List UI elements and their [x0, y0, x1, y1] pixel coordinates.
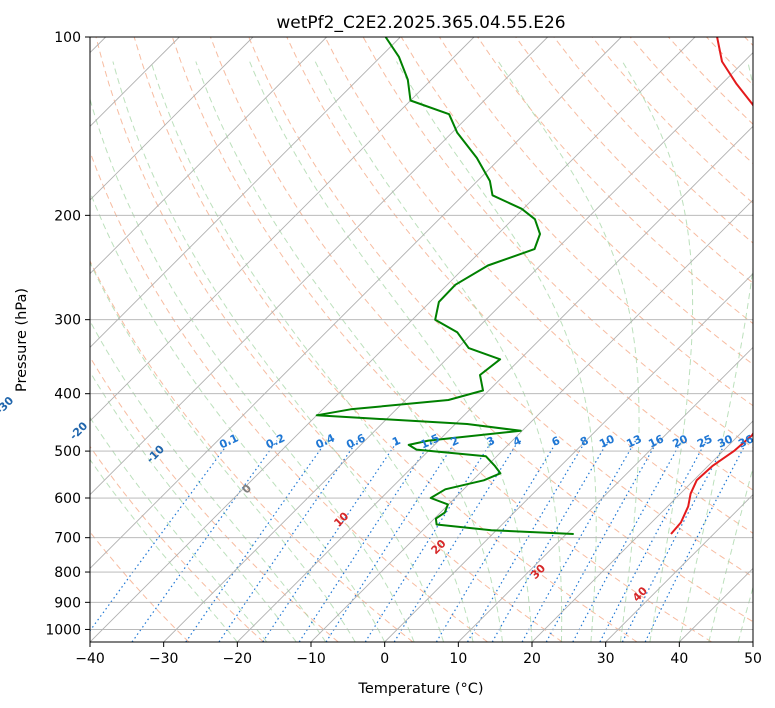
- y-tick-label: 800: [54, 565, 81, 581]
- x-tick-label: −40: [75, 651, 105, 667]
- plot-frame: [89, 36, 754, 643]
- mixing-ratio-label: 30: [716, 432, 736, 450]
- x-tick-label: 50: [744, 651, 762, 667]
- mixing-ratio-line: [621, 440, 728, 642]
- moist-adiabat-line: [497, 61, 640, 642]
- mixing-ratio-line: [599, 440, 707, 642]
- axis-layer: −40 −30 −20 −10 0 10 20 30 40 50 100 200 300 400 500 60…: [45, 30, 762, 667]
- y-axis-title: Pressure (hPa): [14, 288, 30, 392]
- dry-adiabat-line: [90, 445, 264, 642]
- moist-adiabat-line: [195, 61, 503, 642]
- x-axis-title: Temperature (°C): [357, 681, 483, 697]
- y-tick-label: 1000: [45, 622, 81, 638]
- moist-adiabat-line: [90, 370, 297, 642]
- moist-adiabat-line: [708, 465, 753, 642]
- isotherm-line: [237, 125, 753, 642]
- moist-adiabat-line: [90, 97, 415, 642]
- dry-adiabat-line: [286, 37, 753, 534]
- x-tick-label: 40: [670, 651, 688, 667]
- mixing-ratio-line: [491, 440, 609, 642]
- grid-layer: [90, 37, 753, 642]
- x-tick-label: −10: [296, 651, 326, 667]
- moist-adiabat-line: [90, 458, 238, 642]
- chart-title: wetPf2_C2E2.2025.365.04.55.E26: [276, 13, 565, 33]
- mixing-ratio-line: [393, 440, 520, 642]
- moist-adiabat-line: [90, 190, 386, 642]
- isotherm-line: [531, 420, 753, 642]
- isotherm-line: [90, 37, 401, 348]
- moist-adiabat-line: [112, 61, 445, 642]
- x-tick-label: 0: [380, 651, 389, 667]
- x-tick-label: −30: [149, 651, 179, 667]
- y-tick-label: 100: [54, 30, 81, 46]
- moist-adiabat-line: [678, 61, 753, 642]
- mixing-ratio-label: 20: [671, 432, 691, 450]
- moist-adiabat-line: [90, 416, 268, 642]
- mixing-ratio-line: [644, 440, 748, 642]
- x-tick-label: 30: [597, 651, 615, 667]
- x-tick-label: 10: [449, 651, 467, 667]
- dry-adiabat-line: [210, 37, 753, 623]
- temperature-line: [670, 37, 753, 535]
- y-tick-label: 500: [54, 444, 81, 460]
- isotherm-line: [90, 37, 622, 569]
- mixing-ratio-line: [298, 440, 432, 642]
- series-layer: [315, 37, 753, 535]
- isotherm-line: [458, 346, 753, 642]
- y-tick-label: 400: [54, 387, 81, 403]
- mixing-ratio-line: [545, 440, 659, 642]
- dry-adiabat-line: [171, 37, 712, 642]
- mixing-ratio-label: 36: [736, 432, 756, 450]
- isotherm-line: [90, 37, 548, 496]
- moist-adiabat-line: [150, 61, 474, 642]
- mixing-ratio-label: 25: [695, 432, 714, 450]
- dry-adiabat-line: [324, 37, 753, 491]
- isotherm-line: [90, 37, 327, 275]
- moist-adiabat-line: [396, 61, 597, 642]
- moist-adiabat-line: [90, 320, 327, 642]
- mixing-ratio-line: [185, 440, 328, 642]
- isotherm-line: [384, 273, 753, 642]
- y-tick-label: 200: [54, 208, 81, 224]
- mixing-ratio-label: 16: [646, 432, 666, 450]
- y-tick-label: 700: [54, 531, 81, 547]
- x-tick-label: 20: [523, 651, 541, 667]
- dry-adiabat-line: [90, 259, 414, 642]
- dry-adiabat-line: [248, 37, 753, 578]
- isotherm-line: [90, 37, 254, 201]
- isotherm-line: [90, 37, 696, 642]
- dewpoint-line: [315, 37, 574, 535]
- mixing-ratio-line: [521, 440, 637, 642]
- mixing-ratio-line: [466, 440, 587, 642]
- moist-adiabat-line: [621, 61, 694, 642]
- isotherm-line: [310, 199, 753, 642]
- moist-adiabat-line: [249, 61, 533, 642]
- dry-adiabat-line: [515, 37, 753, 284]
- mixing-ratio-line: [435, 440, 558, 642]
- isotherm-line: [163, 52, 753, 642]
- mixing-ratio-label: 13: [624, 432, 643, 450]
- isotherm-line: [90, 37, 475, 422]
- moist-adiabat-line: [737, 585, 753, 642]
- moist-adiabat-line: [314, 61, 563, 642]
- dry-adiabat-line: [133, 37, 638, 642]
- x-tick-label: −20: [223, 651, 253, 667]
- y-tick-label: 900: [54, 595, 81, 611]
- y-tick-label: 600: [54, 491, 81, 507]
- mixing-ratio-line: [131, 440, 278, 642]
- mixing-ratio-line: [364, 440, 493, 642]
- moist-adiabat-line: [90, 261, 356, 642]
- y-tick-label: 300: [54, 313, 81, 329]
- dry-adiabat-line: [95, 37, 563, 642]
- mixing-ratio-label: 10: [597, 432, 617, 450]
- isotherm-line: [605, 494, 753, 642]
- mixing-ratio-line: [572, 440, 683, 642]
